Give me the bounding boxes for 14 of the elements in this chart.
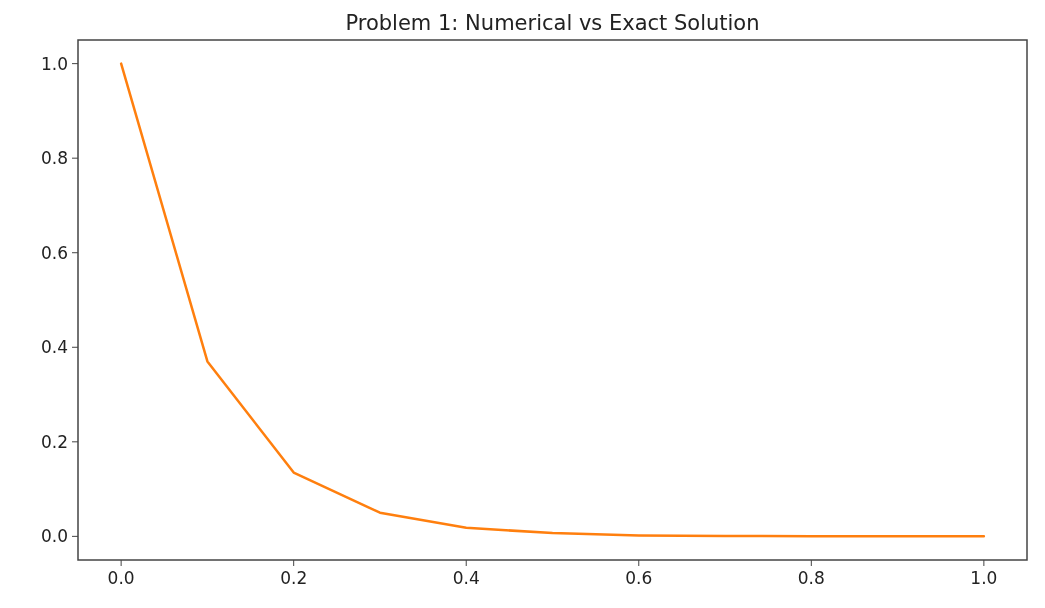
x-tick-label: 1.0 (970, 568, 998, 588)
y-tick-label: 0.0 (40, 526, 68, 547)
line-series (119, 62, 986, 538)
chart-title: Problem 1: Numerical vs Exact Solution (345, 11, 760, 35)
y-tick-label: 0.8 (40, 148, 68, 169)
x-tick-label: 0.4 (452, 568, 480, 588)
y-tick-label: 0.6 (40, 242, 68, 263)
y-tick-label: 1.0 (40, 53, 68, 74)
x-tick-label: 0.6 (625, 568, 653, 588)
y-tick-label: 0.2 (40, 431, 68, 452)
y-tick-label: 0.4 (40, 337, 68, 358)
x-tick-label: 0.2 (280, 568, 308, 588)
x-tick-label: 0.0 (107, 568, 135, 588)
x-tick-label: 0.8 (797, 568, 825, 588)
